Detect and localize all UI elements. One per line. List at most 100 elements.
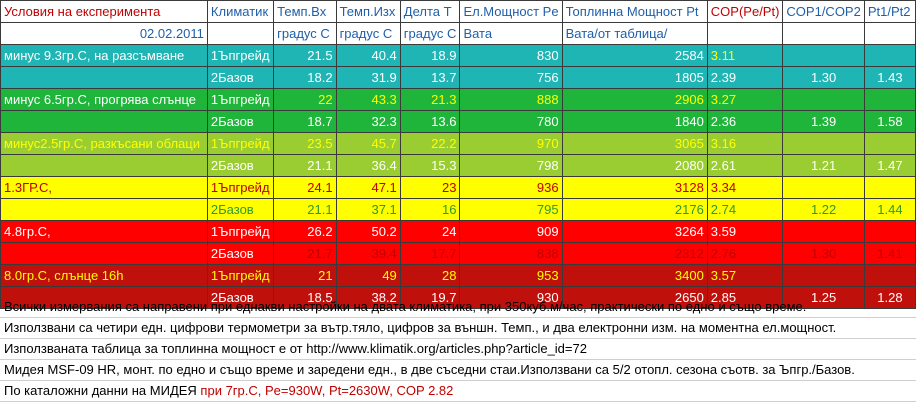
- unit-el-power[interactable]: Вата: [459, 22, 563, 45]
- empty-cell[interactable]: [206, 22, 275, 45]
- cop-ratio-cell[interactable]: [782, 264, 865, 287]
- klimatik-cell[interactable]: 1Ъпгрейд: [206, 44, 275, 67]
- delta-t-cell[interactable]: 17.7: [399, 242, 461, 265]
- heat-power-cell[interactable]: 2906: [561, 88, 708, 111]
- condition-cell[interactable]: [0, 110, 208, 133]
- el-power-cell[interactable]: 756: [459, 66, 563, 89]
- klimatik-cell[interactable]: 2Базов: [206, 242, 275, 265]
- klimatik-cell[interactable]: 1Ъпгрейд: [206, 220, 275, 243]
- temp-out-cell[interactable]: 50.2: [335, 220, 401, 243]
- heat-power-cell[interactable]: 1840: [561, 110, 708, 133]
- note-line[interactable]: Всички измервания са направени при еднак…: [0, 297, 916, 318]
- cop-cell[interactable]: 3.34: [706, 176, 784, 199]
- temp-in-cell[interactable]: 21.1: [273, 198, 337, 221]
- temp-out-cell[interactable]: 43.3: [335, 88, 401, 111]
- heat-power-cell[interactable]: 2176: [561, 198, 708, 221]
- condition-cell[interactable]: [0, 198, 208, 221]
- header-heat-power[interactable]: Топлинна Мощност Pt: [561, 0, 708, 23]
- heat-power-cell[interactable]: 1805: [561, 66, 708, 89]
- el-power-cell[interactable]: 780: [459, 110, 563, 133]
- heat-power-cell[interactable]: 2650: [561, 286, 708, 309]
- temp-in-cell[interactable]: 23.5: [273, 132, 337, 155]
- unit-temp-out[interactable]: градус С: [335, 22, 401, 45]
- klimatik-cell[interactable]: 2Базов: [206, 154, 275, 177]
- delta-t-cell[interactable]: 28: [399, 264, 461, 287]
- cop-ratio-cell[interactable]: 1.30: [782, 66, 865, 89]
- klimatik-cell[interactable]: 2Базов: [206, 198, 275, 221]
- condition-cell[interactable]: 4.8гр.С,: [0, 220, 208, 243]
- note-line[interactable]: Използвани са четири едн. цифрови термом…: [0, 318, 916, 339]
- pt-ratio-cell[interactable]: 1.41: [863, 242, 916, 265]
- empty-cell[interactable]: [706, 22, 784, 45]
- cop-ratio-cell[interactable]: 1.21: [782, 154, 865, 177]
- pt-ratio-cell[interactable]: [863, 220, 916, 243]
- pt-ratio-cell[interactable]: 1.28: [863, 286, 916, 309]
- condition-cell[interactable]: [0, 154, 208, 177]
- temp-in-cell[interactable]: 22: [273, 88, 337, 111]
- header-temp-in[interactable]: Темп.Вх: [273, 0, 337, 23]
- el-power-cell[interactable]: 838: [459, 242, 563, 265]
- cop-ratio-cell[interactable]: [782, 176, 865, 199]
- cop-ratio-cell[interactable]: 1.25: [782, 286, 865, 309]
- condition-cell[interactable]: минус2.5гр.С, разкъсани облаци: [0, 132, 208, 155]
- condition-cell[interactable]: минус 9.3гр.С, на разсъмване: [0, 44, 208, 67]
- cop-cell[interactable]: 2.39: [706, 66, 784, 89]
- pt-ratio-cell[interactable]: [863, 88, 916, 111]
- delta-t-cell[interactable]: 24: [399, 220, 461, 243]
- cop-ratio-cell[interactable]: [782, 44, 865, 67]
- temp-in-cell[interactable]: 18.5: [273, 286, 337, 309]
- temp-in-cell[interactable]: 21: [273, 264, 337, 287]
- heat-power-cell[interactable]: 3065: [561, 132, 708, 155]
- header-cop[interactable]: COP(Pe/Pt): [706, 0, 784, 23]
- pt-ratio-cell[interactable]: 1.44: [863, 198, 916, 221]
- delta-t-cell[interactable]: 16: [399, 198, 461, 221]
- header-cop-ratio[interactable]: COP1/COP2: [782, 0, 865, 23]
- cop-cell[interactable]: 2.76: [706, 242, 784, 265]
- klimatik-cell[interactable]: 1Ъпгрейд: [206, 176, 275, 199]
- pt-ratio-cell[interactable]: 1.47: [863, 154, 916, 177]
- klimatik-cell[interactable]: 2Базов: [206, 286, 275, 309]
- el-power-cell[interactable]: 795: [459, 198, 563, 221]
- temp-out-cell[interactable]: 36.4: [335, 154, 401, 177]
- klimatik-cell[interactable]: 1Ъпгрейд: [206, 88, 275, 111]
- delta-t-cell[interactable]: 23: [399, 176, 461, 199]
- pt-ratio-cell[interactable]: [863, 44, 916, 67]
- delta-t-cell[interactable]: 21.3: [399, 88, 461, 111]
- temp-out-cell[interactable]: 31.9: [335, 66, 401, 89]
- note-line[interactable]: Използваната таблица за топлинна мощност…: [0, 339, 916, 360]
- cop-ratio-cell[interactable]: [782, 88, 865, 111]
- temp-out-cell[interactable]: 40.4: [335, 44, 401, 67]
- el-power-cell[interactable]: 936: [459, 176, 563, 199]
- temp-in-cell[interactable]: 18.7: [273, 110, 337, 133]
- unit-delta[interactable]: градус С: [399, 22, 461, 45]
- note-line-catalog[interactable]: По каталожни данни на МИДЕЯ при 7гр.С, P…: [0, 381, 916, 402]
- klimatik-cell[interactable]: 2Базов: [206, 110, 275, 133]
- heat-power-cell[interactable]: 3264: [561, 220, 708, 243]
- temp-in-cell[interactable]: 21.7: [273, 242, 337, 265]
- temp-in-cell[interactable]: 18.2: [273, 66, 337, 89]
- condition-cell[interactable]: 1.3ГР.С,: [0, 176, 208, 199]
- temp-in-cell[interactable]: 21.5: [273, 44, 337, 67]
- cop-ratio-cell[interactable]: [782, 220, 865, 243]
- cop-ratio-cell[interactable]: [782, 132, 865, 155]
- cop-cell[interactable]: 3.11: [706, 44, 784, 67]
- delta-t-cell[interactable]: 22.2: [399, 132, 461, 155]
- cop-cell[interactable]: 3.16: [706, 132, 784, 155]
- heat-power-cell[interactable]: 2584: [561, 44, 708, 67]
- klimatik-cell[interactable]: 1Ъпгрейд: [206, 132, 275, 155]
- temp-out-cell[interactable]: 38.2: [335, 286, 401, 309]
- pt-ratio-cell[interactable]: [863, 176, 916, 199]
- pt-ratio-cell[interactable]: [863, 132, 916, 155]
- delta-t-cell[interactable]: 13.7: [399, 66, 461, 89]
- empty-cell[interactable]: [782, 22, 865, 45]
- temp-out-cell[interactable]: 39.4: [335, 242, 401, 265]
- header-delta-t[interactable]: Делта Т: [399, 0, 461, 23]
- condition-cell[interactable]: [0, 286, 208, 309]
- header-pt-ratio[interactable]: Pt1/Pt2: [863, 0, 916, 23]
- empty-cell[interactable]: [863, 22, 916, 45]
- cop-ratio-cell[interactable]: 1.39: [782, 110, 865, 133]
- header-conditions[interactable]: Условия на експеримента: [0, 0, 208, 23]
- note-line[interactable]: Мидея MSF-09 HR, монт. по едно и също вр…: [0, 360, 916, 381]
- heat-power-cell[interactable]: 3400: [561, 264, 708, 287]
- heat-power-cell[interactable]: 2080: [561, 154, 708, 177]
